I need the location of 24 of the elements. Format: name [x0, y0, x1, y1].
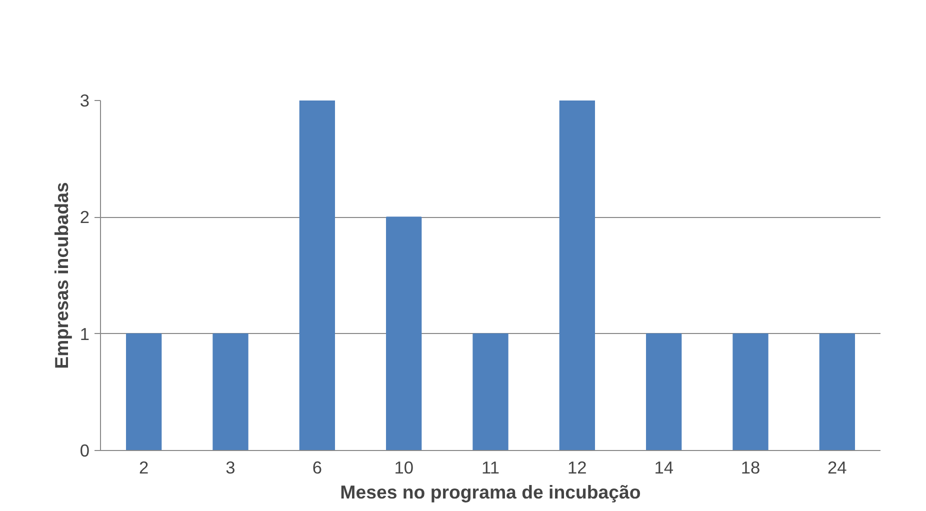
y-tick-label: 2	[80, 207, 90, 228]
bar	[126, 333, 162, 450]
y-axis-title: Empresas incubadas	[50, 182, 72, 369]
x-tick-label: 3	[226, 458, 236, 478]
x-axis-title: Meses no programa de incubação	[340, 482, 641, 502]
x-tick-label: 2	[139, 458, 149, 478]
bar	[299, 100, 335, 450]
x-tick-label: 12	[568, 458, 587, 478]
x-tick-label: 10	[394, 458, 414, 478]
bar	[819, 333, 855, 450]
y-tick-label: 3	[80, 90, 90, 110]
bar	[646, 333, 682, 450]
bar	[472, 333, 508, 450]
y-tick-label: 1	[80, 324, 90, 344]
bar	[386, 216, 422, 450]
x-tick-label: 24	[828, 458, 848, 478]
x-tick-label: 18	[740, 458, 760, 478]
bar	[212, 333, 248, 450]
x-tick-label: 14	[654, 458, 674, 478]
x-tick-label: 11	[482, 458, 500, 478]
bar	[732, 333, 768, 450]
x-tick-label: 6	[312, 458, 322, 478]
bar	[559, 100, 595, 450]
y-tick-label: 0	[80, 440, 90, 460]
